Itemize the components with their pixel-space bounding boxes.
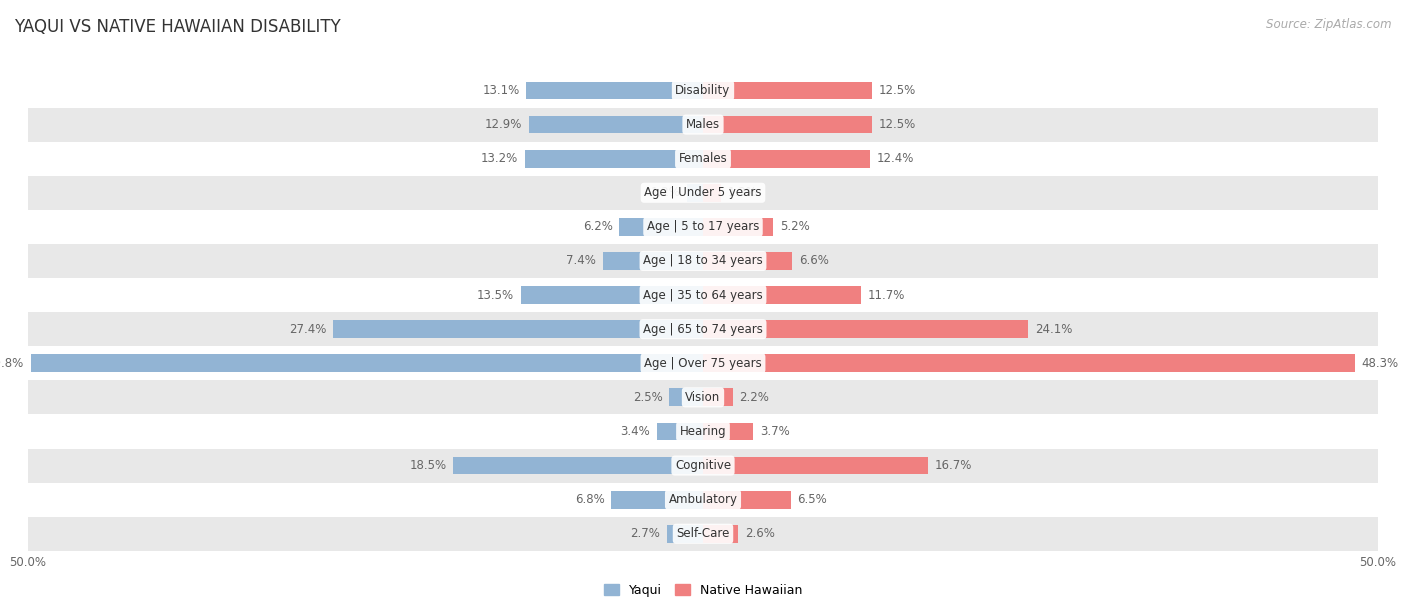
Bar xyxy=(657,423,703,440)
Bar xyxy=(28,108,1378,141)
Text: 1.3%: 1.3% xyxy=(727,186,756,200)
Text: YAQUI VS NATIVE HAWAIIAN DISABILITY: YAQUI VS NATIVE HAWAIIAN DISABILITY xyxy=(14,18,340,36)
Text: 12.5%: 12.5% xyxy=(879,118,915,131)
Bar xyxy=(28,380,1378,414)
Text: 16.7%: 16.7% xyxy=(935,459,973,472)
Bar xyxy=(31,354,703,372)
Text: 6.5%: 6.5% xyxy=(797,493,827,506)
Text: Ambulatory: Ambulatory xyxy=(668,493,738,506)
Bar xyxy=(28,141,1378,176)
Bar xyxy=(28,517,1378,551)
Bar xyxy=(703,150,870,168)
Text: 11.7%: 11.7% xyxy=(868,289,905,302)
Text: 2.6%: 2.6% xyxy=(745,528,775,540)
Bar xyxy=(703,184,720,201)
Text: 2.5%: 2.5% xyxy=(633,391,662,404)
Text: Age | 35 to 64 years: Age | 35 to 64 years xyxy=(643,289,763,302)
Bar xyxy=(28,244,1378,278)
Text: 27.4%: 27.4% xyxy=(290,323,326,335)
Bar xyxy=(703,252,792,270)
Text: Source: ZipAtlas.com: Source: ZipAtlas.com xyxy=(1267,18,1392,31)
Text: 13.2%: 13.2% xyxy=(481,152,517,165)
Bar xyxy=(703,320,1028,338)
Bar xyxy=(612,491,703,509)
Text: Disability: Disability xyxy=(675,84,731,97)
Text: 3.4%: 3.4% xyxy=(620,425,651,438)
Text: 6.6%: 6.6% xyxy=(799,255,828,267)
Text: Hearing: Hearing xyxy=(679,425,727,438)
Text: 1.2%: 1.2% xyxy=(650,186,681,200)
Bar xyxy=(703,354,1355,372)
Bar xyxy=(28,346,1378,380)
Text: 3.7%: 3.7% xyxy=(759,425,789,438)
Text: Males: Males xyxy=(686,118,720,131)
Bar xyxy=(524,150,703,168)
Bar xyxy=(703,116,872,133)
Bar xyxy=(453,457,703,474)
Legend: Yaqui, Native Hawaiian: Yaqui, Native Hawaiian xyxy=(599,579,807,602)
Text: Vision: Vision xyxy=(685,391,721,404)
Bar xyxy=(28,414,1378,449)
Bar xyxy=(28,176,1378,210)
Bar xyxy=(669,389,703,406)
Bar xyxy=(526,81,703,99)
Text: 12.4%: 12.4% xyxy=(877,152,914,165)
Text: Age | 18 to 34 years: Age | 18 to 34 years xyxy=(643,255,763,267)
Text: Self-Care: Self-Care xyxy=(676,528,730,540)
Text: Females: Females xyxy=(679,152,727,165)
Bar xyxy=(520,286,703,304)
Bar xyxy=(703,423,754,440)
Bar xyxy=(28,278,1378,312)
Text: 2.2%: 2.2% xyxy=(740,391,769,404)
Bar xyxy=(666,525,703,543)
Bar xyxy=(603,252,703,270)
Bar xyxy=(333,320,703,338)
Bar xyxy=(703,81,872,99)
Bar xyxy=(686,184,703,201)
Text: Age | Over 75 years: Age | Over 75 years xyxy=(644,357,762,370)
Bar xyxy=(28,483,1378,517)
Bar xyxy=(703,525,738,543)
Text: 6.2%: 6.2% xyxy=(582,220,613,233)
Bar xyxy=(28,312,1378,346)
Bar xyxy=(703,286,860,304)
Text: 7.4%: 7.4% xyxy=(567,255,596,267)
Text: 13.1%: 13.1% xyxy=(482,84,519,97)
Text: Cognitive: Cognitive xyxy=(675,459,731,472)
Text: Age | Under 5 years: Age | Under 5 years xyxy=(644,186,762,200)
Bar xyxy=(28,73,1378,108)
Bar xyxy=(703,218,773,236)
Text: 49.8%: 49.8% xyxy=(0,357,24,370)
Text: 12.9%: 12.9% xyxy=(485,118,522,131)
Bar xyxy=(703,491,790,509)
Text: 18.5%: 18.5% xyxy=(409,459,447,472)
Text: Age | 65 to 74 years: Age | 65 to 74 years xyxy=(643,323,763,335)
Bar xyxy=(28,210,1378,244)
Text: 2.7%: 2.7% xyxy=(630,528,659,540)
Text: 13.5%: 13.5% xyxy=(477,289,515,302)
Text: 24.1%: 24.1% xyxy=(1035,323,1073,335)
Text: Age | 5 to 17 years: Age | 5 to 17 years xyxy=(647,220,759,233)
Bar xyxy=(703,457,928,474)
Text: 6.8%: 6.8% xyxy=(575,493,605,506)
Bar xyxy=(619,218,703,236)
Text: 48.3%: 48.3% xyxy=(1361,357,1399,370)
Bar xyxy=(529,116,703,133)
Bar xyxy=(28,449,1378,483)
Bar xyxy=(703,389,733,406)
Text: 5.2%: 5.2% xyxy=(780,220,810,233)
Text: 12.5%: 12.5% xyxy=(879,84,915,97)
